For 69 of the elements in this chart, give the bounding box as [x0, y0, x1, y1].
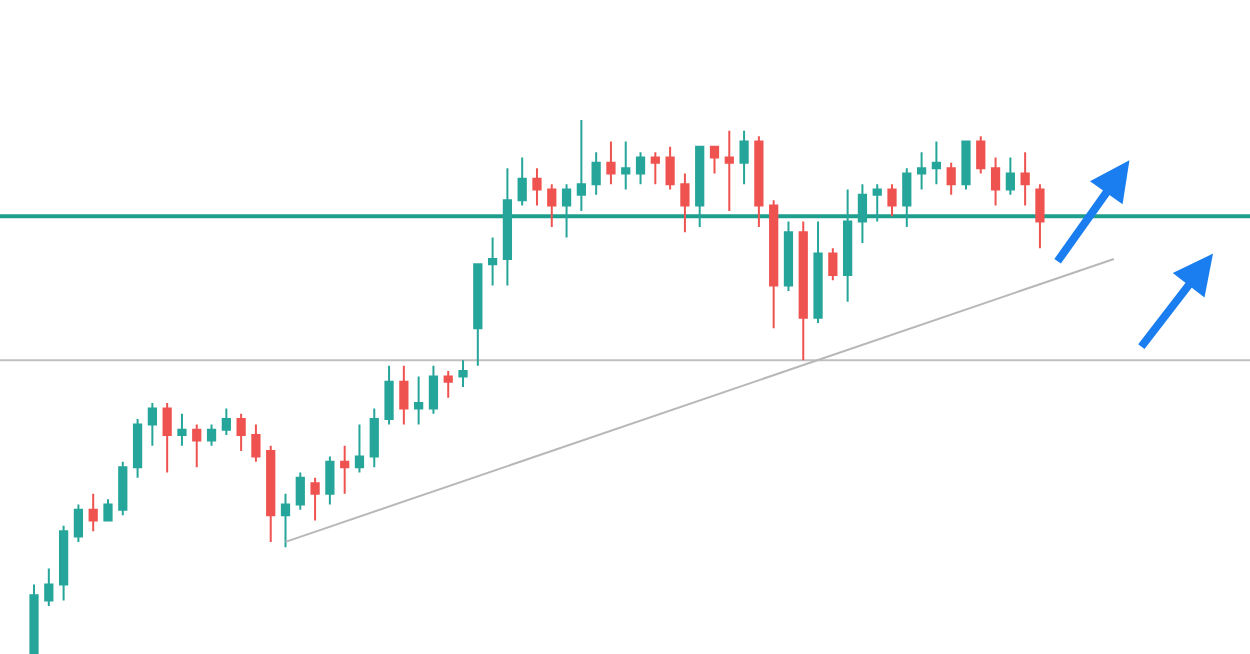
candlestick: [147, 402, 157, 447]
candlestick: [591, 151, 601, 196]
candlestick: [1035, 183, 1045, 250]
candlestick: [872, 183, 882, 223]
candlestick: [206, 423, 217, 447]
candlestick: [606, 140, 616, 186]
candlestick: [103, 498, 113, 522]
candlestick: [887, 183, 897, 218]
candlestick: [754, 135, 764, 228]
candlestick: [709, 145, 720, 175]
candlestick: [828, 247, 838, 282]
candlestick: [665, 145, 675, 191]
candlestick: [384, 364, 394, 426]
candlestick: [280, 492, 291, 549]
candlestick: [680, 172, 690, 234]
candlestick: [73, 503, 84, 543]
candlestick: [990, 156, 1001, 207]
candlestick: [547, 183, 557, 228]
candlestick: [340, 444, 350, 495]
candlestick: [295, 471, 305, 511]
candlestick: [576, 119, 586, 212]
candlestick: [946, 161, 956, 196]
candlestick: [724, 129, 734, 212]
candlestick: [473, 263, 483, 367]
candlestick: [695, 145, 705, 228]
candlestick: [783, 220, 794, 292]
candlestick: [132, 418, 143, 479]
candlestick: [532, 167, 542, 207]
candlestick: [88, 492, 98, 533]
candlestick: [517, 156, 527, 207]
candlestick: [29, 583, 39, 654]
candlestick: [369, 407, 379, 469]
candlestick: [976, 135, 986, 175]
candlestick: [428, 364, 439, 415]
candlestick: [118, 460, 128, 517]
candlestick: [310, 476, 320, 522]
candlestick: [251, 423, 261, 463]
candlestick: [44, 567, 54, 607]
candlestick: [798, 220, 808, 362]
candlestick: [561, 183, 572, 239]
candlestick: [813, 220, 823, 324]
candlestick: [236, 412, 246, 453]
candlestick: [857, 183, 868, 244]
candlestick: [843, 188, 853, 303]
candlestick: [961, 140, 971, 191]
candlestick: [902, 167, 912, 228]
candlestick: [399, 364, 409, 426]
candlestick: [177, 412, 187, 447]
candlestick: [931, 140, 942, 186]
candlestick: [162, 402, 172, 474]
candlestick: [443, 370, 453, 399]
candlestick: [502, 167, 513, 287]
candlestick: [354, 423, 365, 474]
candlestick: [769, 199, 779, 330]
candlestick: [266, 444, 276, 543]
candlestick: [1020, 151, 1030, 207]
candlestick: [650, 151, 660, 186]
candlestick: [458, 359, 468, 389]
candlestick: [414, 375, 424, 426]
candlestick: [58, 524, 69, 602]
candlestick: [325, 455, 335, 506]
candlestick: [487, 236, 498, 287]
candlestick: [221, 407, 231, 437]
candlestick: [739, 129, 749, 186]
candlestick: [916, 151, 927, 191]
candlestick: [192, 423, 202, 469]
candlestick: [635, 151, 646, 186]
candlestick: [1005, 156, 1015, 196]
candlestick: [621, 140, 631, 191]
